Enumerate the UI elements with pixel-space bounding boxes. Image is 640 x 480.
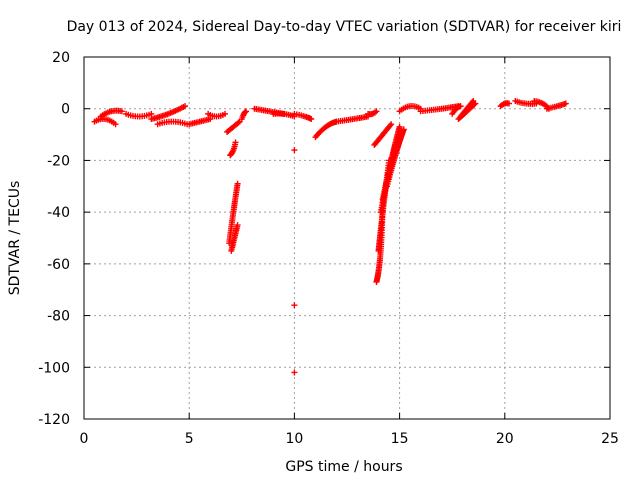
x-axis-label: GPS time / hours [285, 459, 402, 475]
y-tick-label: 0 [61, 102, 70, 118]
grid [84, 57, 610, 419]
data-point [457, 103, 464, 110]
data-point [234, 222, 241, 229]
data-point [387, 122, 394, 129]
data-point [562, 100, 569, 107]
y-tick-label: -80 [47, 309, 70, 325]
x-tick-label: 20 [496, 431, 514, 447]
y-tick-label: -60 [47, 257, 70, 273]
data-point [221, 110, 228, 117]
x-tick-label: 0 [80, 431, 89, 447]
x-tick-label: 15 [391, 431, 409, 447]
data-point [506, 100, 513, 107]
y-tick-label: -40 [47, 205, 70, 221]
data-point [400, 126, 407, 133]
plot-frame [83, 56, 611, 420]
chart-title: Day 013 of 2024, Sidereal Day-to-day VTE… [67, 19, 622, 35]
data-point [291, 302, 298, 309]
x-tick-label: 5 [185, 431, 194, 447]
x-tick-label: 10 [285, 431, 303, 447]
data-point [148, 110, 155, 117]
y-tick-label: -20 [47, 153, 70, 169]
data-points [91, 97, 569, 376]
y-tick-label: -120 [38, 412, 70, 428]
axis-ticks: 0 5 10 15 20 25 20 0 -20 -40 -60 -80 -100 -120 [38, 50, 619, 447]
data-point [234, 180, 241, 187]
data-point [388, 121, 395, 128]
data-point [308, 116, 315, 123]
data-point [232, 139, 239, 146]
y-tick-label: -100 [38, 360, 70, 376]
data-point [396, 123, 403, 130]
data-point [112, 121, 119, 128]
data-point [235, 119, 242, 126]
data-point [291, 147, 298, 154]
data-point [291, 369, 298, 376]
data-point [470, 97, 477, 104]
x-tick-label: 25 [601, 431, 619, 447]
data-point [118, 108, 125, 115]
data-point [373, 108, 380, 115]
data-point [469, 99, 476, 106]
y-axis-label: SDTVAR / TECUs [7, 181, 23, 296]
data-point [181, 103, 188, 110]
y-tick-label: 20 [52, 50, 70, 66]
data-point [243, 108, 250, 115]
